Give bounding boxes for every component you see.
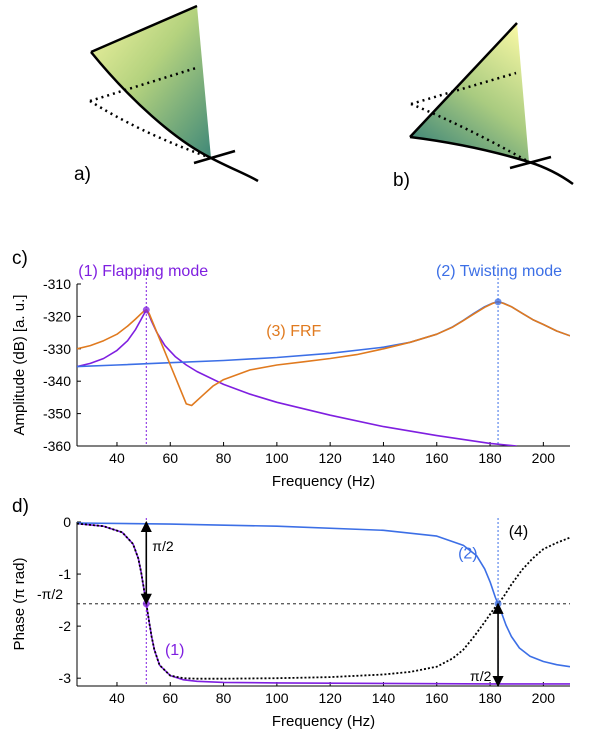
peak-marker-2 [494,298,502,306]
wing-b-leading-edge [409,22,518,138]
x-tick-label: 200 [532,450,556,466]
peak-marker-1 [142,306,150,314]
y-tick-label: -3 [59,670,72,686]
x-tick-label: 160 [425,690,449,706]
wing-b-trailing-edge [409,135,574,186]
y-tick-label: -2 [59,618,72,634]
x-tick-label: 100 [265,450,289,466]
wing-b-hinge [509,155,552,170]
y-tick-label: -340 [43,373,71,389]
phase-chart: d) 40 60 80 100 120 140 160 180 200 0 -1 -2 -3 Freque… [11,496,570,730]
mode-label-2: (2) Twisting mode [436,263,562,280]
x-tick-label: 180 [478,450,502,466]
x-tick-label: 160 [425,450,449,466]
y-tick-label: -350 [43,406,71,422]
series-line-2 [77,522,570,668]
x-tick-label: 200 [532,690,556,706]
x-tick-label: 140 [372,690,396,706]
wing-b-surface [410,23,529,162]
half-pi-arrow-label-2: π/2 [470,668,492,684]
x-tick-label: 40 [109,690,125,706]
amplitude-chart: c) 40 60 80 100 120 140 160 180 200 -310 -320 -330 -… [11,248,570,490]
panel-label-c: c) [12,248,28,269]
x-tick-label: 120 [318,450,342,466]
wing-a-hinge [193,149,236,165]
y-tick-label: -360 [43,438,71,454]
y-tick-label: -320 [43,308,71,324]
curve-label-3: (4) [509,524,529,541]
y-axis-label: Amplitude (dB) [a. u.] [11,295,28,436]
x-axis-label: Frequency (Hz) [272,713,375,730]
y-tick-label: 0 [63,514,71,530]
wing-a-rest-leading-edge [89,66,197,103]
x-tick-label: 80 [216,690,232,706]
curve-label-1: (3) FRF [266,323,321,340]
y-axis-label: Phase (π rad) [11,558,28,651]
half-pi-arrow-label-1: π/2 [152,538,174,554]
wing-diagram-a: a) [74,4,259,185]
x-tick-label: 60 [162,450,178,466]
y-tick-label: -1 [59,566,72,582]
y-tick-label: -310 [43,276,71,292]
panel-label-d: d) [12,496,29,517]
y-tick-label: -330 [43,341,71,357]
x-tick-label: 180 [478,690,502,706]
mode-label-1: (1) Flapping mode [78,263,208,280]
curve-label-1: (1) [165,642,185,659]
panel-label-a: a) [74,164,91,185]
x-tick-label: 100 [265,690,289,706]
reference-line-label: -π/2 [37,586,63,602]
x-tick-label: 140 [372,450,396,466]
x-tick-label: 120 [318,690,342,706]
wing-b-rest-leading-edge [410,71,517,106]
wing-a-leading-edge [90,4,198,54]
x-axis-label: Frequency (Hz) [272,473,375,490]
series-line-1 [77,309,517,446]
panel-label-b: b) [393,170,410,191]
wing-a-trailing-edge [90,51,259,183]
series-line-2 [77,301,570,368]
curve-label-2: (2) [458,545,478,562]
x-tick-label: 60 [162,690,178,706]
x-tick-label: 40 [109,450,125,466]
wing-diagram-b: b) [393,22,574,191]
wing-a-rest-trailing-edge [89,99,212,160]
x-tick-label: 80 [216,450,232,466]
wing-a-surface [91,6,211,158]
